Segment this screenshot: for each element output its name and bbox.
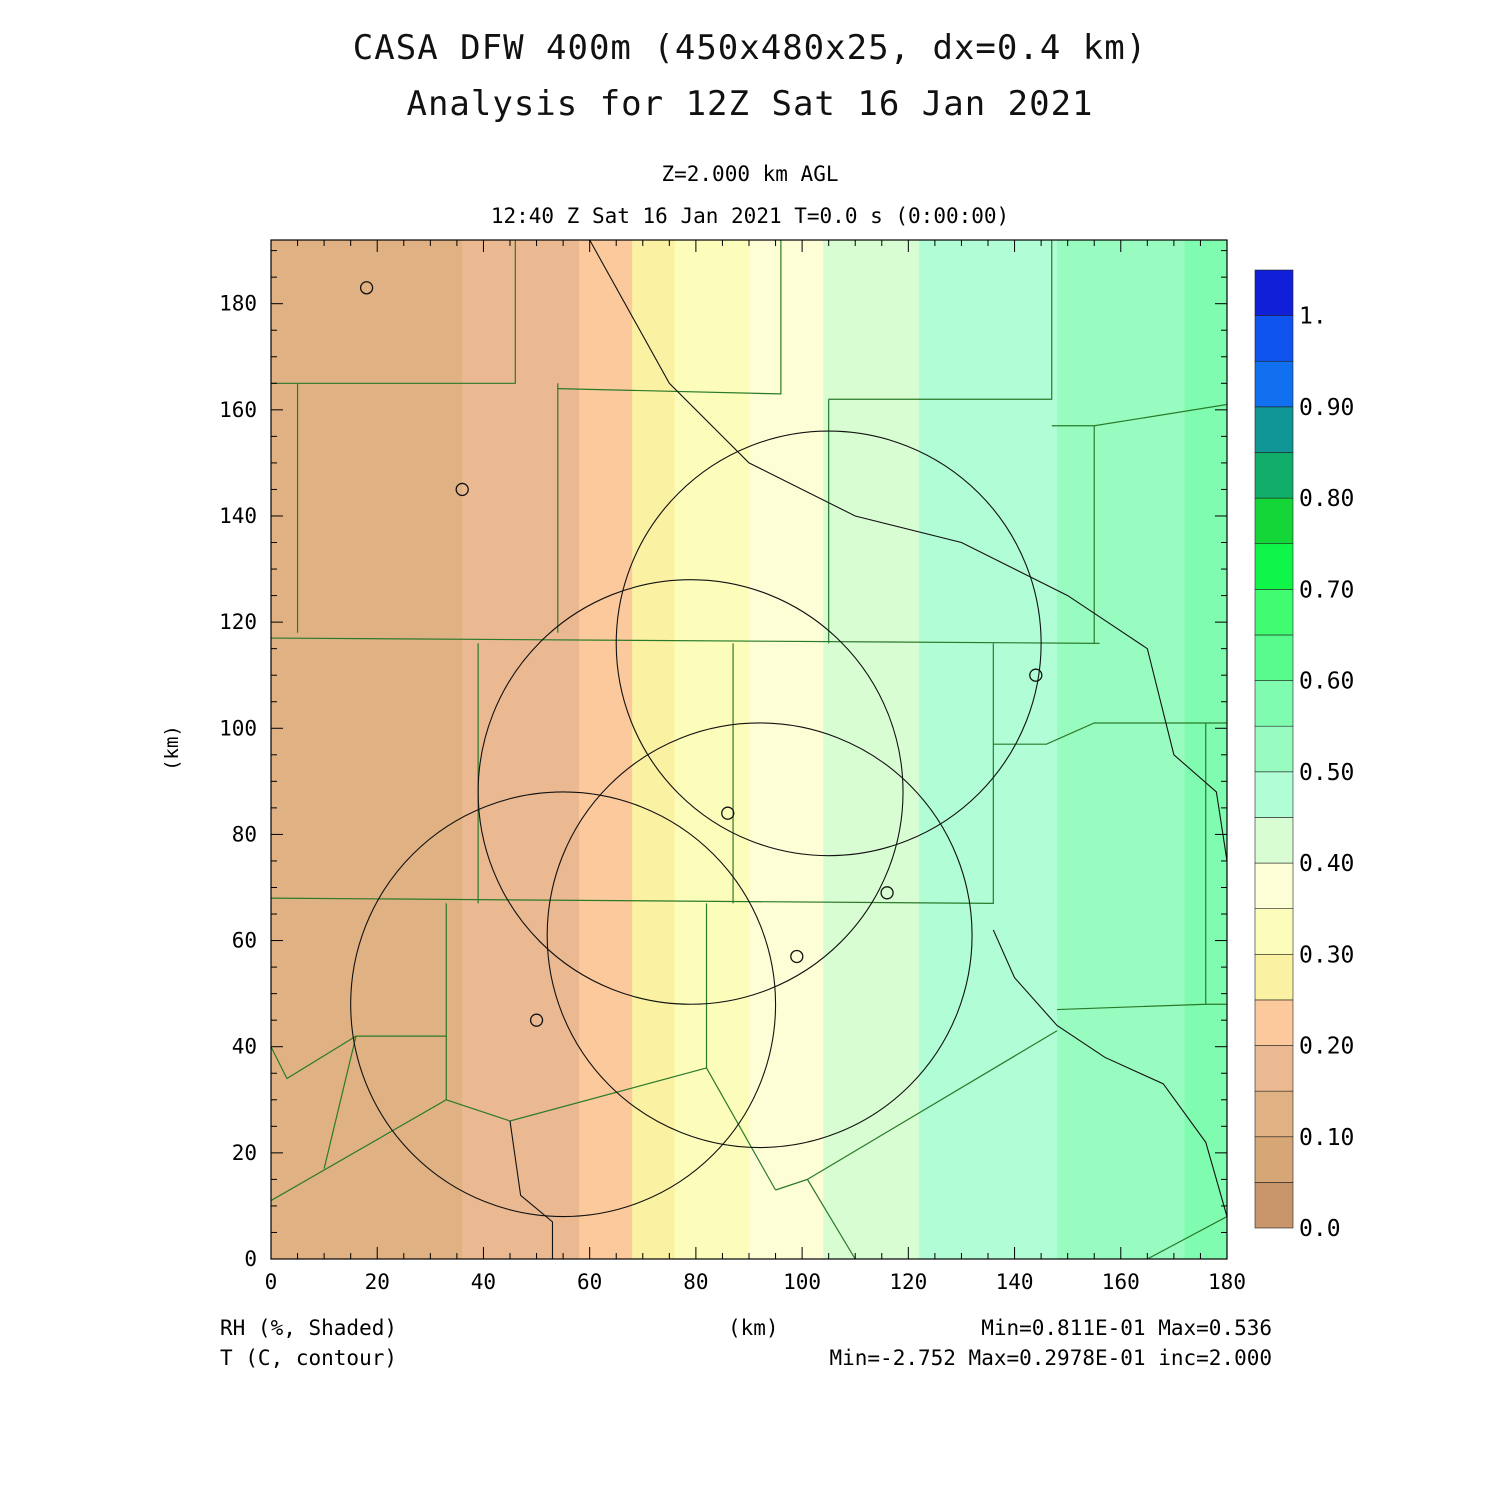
- chart-title-line-2: Analysis for 12Z Sat 16 Jan 2021: [406, 84, 1094, 124]
- shaded-field-label: RH (%, Shaded): [220, 1316, 398, 1340]
- x-tick-label-6: 120: [889, 1270, 927, 1294]
- radar-site-marker-4: [880, 886, 894, 900]
- colorbar-swatch-18: [1254, 360, 1294, 408]
- colorbar-swatch-14: [1254, 543, 1294, 590]
- radar-range-ring-0: [615, 430, 1042, 857]
- y-tick-label-1: 20: [232, 1141, 257, 1165]
- contour-field-label: T (C, contour): [220, 1346, 398, 1370]
- colorbar-swatch-1: [1254, 1136, 1294, 1183]
- y-tick-label-6: 120: [219, 610, 257, 634]
- colorbar-swatch-4: [1254, 999, 1294, 1046]
- rh-band-9: [1057, 240, 1186, 1259]
- y-tick-label-5: 100: [219, 716, 257, 740]
- radar-site-marker-5: [790, 949, 804, 964]
- colorbar-swatch-6: [1254, 908, 1294, 955]
- colorbar-tick-label-9: 0.90: [1299, 395, 1354, 421]
- x-tick-label-5: 100: [783, 1270, 821, 1294]
- x-tick-label-4: 80: [683, 1270, 708, 1294]
- county-boundary-6: [828, 240, 1053, 400]
- rh-band-2: [462, 240, 580, 1259]
- radar-range-ring-1: [477, 579, 904, 1005]
- y-tick-label-7: 140: [219, 504, 257, 528]
- x-tick-label-0: 0: [265, 1270, 278, 1294]
- chart-title-line-1: CASA DFW 400m (450x480x25, dx=0.4 km): [352, 28, 1148, 68]
- radar-site-marker-0: [359, 281, 374, 295]
- rh-band-1: [366, 240, 463, 1259]
- colorbar-swatch-16: [1254, 452, 1294, 499]
- colorbar-swatch-5: [1254, 953, 1294, 1001]
- river-line-2: [509, 1120, 554, 1259]
- rh-band-7: [823, 240, 920, 1259]
- rh-band-8: [918, 240, 1058, 1259]
- y-tick-label-3: 60: [232, 929, 257, 953]
- colorbar-swatch-2: [1254, 1090, 1294, 1138]
- y-tick-label-8: 160: [219, 398, 257, 422]
- radar-range-ring-2: [546, 722, 973, 1149]
- colorbar-swatch-15: [1254, 497, 1294, 545]
- colorbar-tick-label-1: 0.10: [1299, 1125, 1354, 1151]
- colorbar-swatch-13: [1254, 589, 1294, 636]
- colorbar-tick-label-10: 1.: [1299, 304, 1327, 330]
- y-tick-label-9: 180: [219, 292, 257, 316]
- county-boundary-22: [1147, 1216, 1227, 1259]
- colorbar-tick-label-4: 0.40: [1299, 851, 1354, 877]
- colorbar-swatch-9: [1254, 771, 1294, 818]
- contour-field-stats: Min=-2.752 Max=0.2978E-01 inc=2.000: [829, 1346, 1272, 1370]
- colorbar-tick-label-2: 0.20: [1299, 1034, 1354, 1060]
- county-boundary-12: [993, 722, 1227, 745]
- colorbar-swatch-17: [1254, 406, 1294, 453]
- x-tick-label-3: 60: [577, 1270, 602, 1294]
- y-tick-label-4: 80: [232, 822, 257, 846]
- radar-range-ring-3: [350, 791, 777, 1218]
- x-tick-label-8: 160: [1102, 1270, 1140, 1294]
- colorbar-swatch-12: [1254, 634, 1294, 681]
- river-line-0: [589, 240, 1227, 862]
- rh-band-4: [632, 240, 676, 1259]
- rh-band-0: [271, 240, 368, 1259]
- colorbar-tick-label-6: 0.60: [1299, 669, 1354, 695]
- county-boundary-19: [807, 1030, 1058, 1180]
- colorbar-tick-label-5: 0.50: [1299, 760, 1354, 786]
- colorbar-tick-label-7: 0.70: [1299, 577, 1354, 603]
- radar-site-marker-1: [455, 482, 469, 497]
- colorbar-tick-label-3: 0.30: [1299, 942, 1354, 968]
- x-tick-label-1: 20: [365, 1270, 390, 1294]
- county-boundary-8: [1094, 403, 1227, 427]
- shaded-field-stats: Min=0.811E-01 Max=0.536: [981, 1316, 1272, 1340]
- x-tick-label-9: 180: [1208, 1270, 1246, 1294]
- radar-site-marker-6: [529, 1013, 544, 1027]
- county-boundary-4: [557, 240, 782, 395]
- radar-site-marker-3: [721, 806, 735, 820]
- colorbar-swatch-20: [1254, 269, 1294, 316]
- time-label: 12:40 Z Sat 16 Jan 2021 T=0.0 s (0:00:00…: [490, 204, 1010, 228]
- colorbar-swatch-3: [1254, 1045, 1294, 1092]
- x-tick-label-7: 140: [996, 1270, 1034, 1294]
- y-tick-label-2: 40: [232, 1035, 257, 1059]
- colorbar-tick-label-8: 0.80: [1299, 486, 1354, 512]
- y-axis-label: (km): [161, 725, 183, 771]
- county-boundary-2: [271, 637, 1100, 644]
- rh-band-5: [674, 240, 750, 1259]
- y-tick-label-0: 0: [244, 1247, 257, 1271]
- colorbar-swatch-8: [1254, 817, 1294, 864]
- radar-site-marker-2: [1029, 668, 1043, 682]
- colorbar-swatch-11: [1254, 680, 1294, 727]
- colorbar-tick-label-0: 0.0: [1299, 1216, 1341, 1242]
- colorbar-swatch-19: [1254, 315, 1294, 362]
- county-boundary-13: [323, 903, 447, 1169]
- colorbar-swatch-10: [1254, 725, 1294, 773]
- rh-band-6: [749, 240, 824, 1259]
- x-axis-label: (km): [728, 1316, 779, 1340]
- county-boundary-11: [271, 643, 994, 905]
- county-boundary-15: [271, 1035, 357, 1080]
- level-label: Z=2.000 km AGL: [661, 162, 839, 186]
- river-line-1: [992, 929, 1227, 1217]
- county-boundary-0: [271, 240, 516, 384]
- x-tick-label-2: 40: [471, 1270, 496, 1294]
- colorbar-swatch-7: [1254, 862, 1294, 909]
- rh-band-3: [579, 240, 633, 1259]
- colorbar-swatch-0: [1254, 1182, 1294, 1229]
